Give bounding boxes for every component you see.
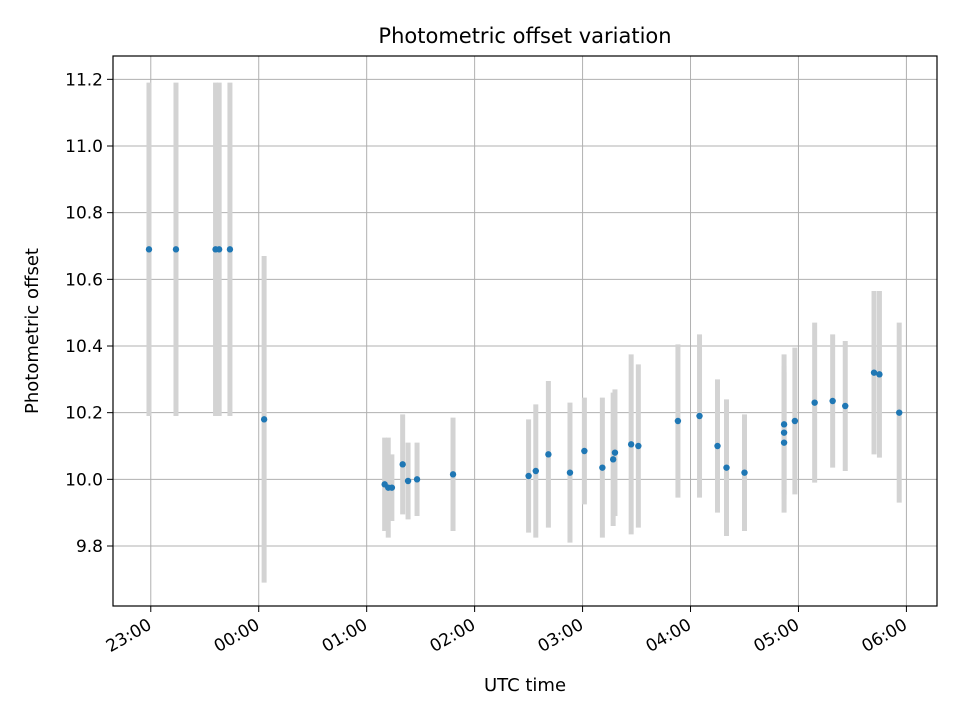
data-point	[388, 484, 396, 491]
chart-title: Photometric offset variation	[378, 24, 671, 48]
y-axis-label: Photometric offset	[22, 248, 43, 414]
data-point	[581, 447, 588, 455]
data-point	[723, 464, 730, 471]
y-tick-label: 11.0	[65, 137, 103, 157]
data-point	[609, 456, 617, 463]
x-tick-label: 04:00	[643, 615, 695, 657]
y-tick-label: 11.2	[65, 70, 103, 90]
y-tick-label: 10.6	[65, 270, 103, 290]
data-point	[674, 417, 682, 425]
data-point	[599, 464, 606, 471]
data-point	[714, 442, 721, 450]
data-point	[172, 246, 180, 253]
y-tick-label: 9.8	[76, 537, 103, 557]
y-tick-label: 10.2	[65, 404, 103, 424]
data-point	[780, 421, 788, 428]
data-point	[611, 449, 619, 456]
data-point	[741, 469, 748, 476]
data-point	[811, 399, 818, 406]
data-point	[545, 451, 552, 458]
data-point	[870, 369, 878, 376]
data-point	[532, 467, 539, 475]
y-axis: 9.8 10.0 10.2 10.4 10.6 10.8 11.0 11.2	[65, 70, 113, 557]
data-point	[876, 371, 883, 378]
data-point	[226, 246, 234, 253]
x-tick-label: 03:00	[535, 615, 587, 657]
y-tick-label: 10.8	[65, 204, 103, 224]
y-tick-label: 10.4	[65, 337, 103, 357]
data-point	[145, 246, 153, 253]
data-point	[635, 442, 642, 450]
data-point	[215, 246, 223, 253]
grid-lines	[113, 56, 937, 606]
x-tick-label: 02:00	[427, 615, 479, 657]
x-tick-label: 05:00	[751, 615, 803, 657]
plot-frame	[112, 55, 938, 607]
x-tick-label: 06:00	[858, 615, 910, 657]
data-point	[780, 439, 788, 446]
data-point	[449, 471, 457, 478]
x-tick-label: 01:00	[319, 615, 371, 657]
error-bars	[146, 82, 902, 583]
data-point	[842, 402, 849, 410]
data-point	[404, 477, 412, 485]
x-axis-label: UTC time	[484, 675, 566, 696]
data-point	[525, 472, 532, 480]
data-point	[627, 441, 635, 448]
data-point	[791, 417, 799, 425]
x-tick-label: 00:00	[211, 615, 263, 657]
data-point	[260, 416, 268, 423]
data-point	[413, 476, 421, 483]
data-point	[696, 412, 703, 420]
data-point	[896, 409, 903, 416]
y-tick-label: 10.0	[65, 470, 103, 490]
data-point	[399, 461, 406, 468]
data-point	[829, 397, 836, 405]
x-axis: 23:00 00:00 01:00 02:00 03:00 04:00 05:00 06:00	[103, 606, 911, 657]
x-tick-label: 23:00	[103, 615, 155, 657]
data-point	[566, 469, 574, 476]
data-points	[145, 246, 903, 491]
data-point	[780, 429, 788, 436]
